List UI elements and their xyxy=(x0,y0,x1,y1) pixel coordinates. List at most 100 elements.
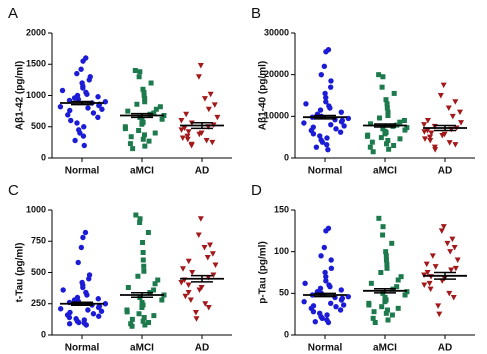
data-point xyxy=(178,127,185,133)
data-point xyxy=(95,304,102,311)
data-point xyxy=(376,215,382,221)
data-point xyxy=(436,311,443,318)
y-axis-label: Aβ1-40 (pg/ml) xyxy=(258,61,269,130)
panel-label: C xyxy=(8,182,19,199)
data-point xyxy=(204,255,211,261)
data-point xyxy=(210,272,217,278)
data-point xyxy=(211,102,218,108)
data-point xyxy=(440,82,447,89)
data-point xyxy=(81,142,87,149)
data-point xyxy=(385,138,391,143)
data-point xyxy=(449,113,456,120)
data-point xyxy=(152,281,158,287)
data-point xyxy=(99,106,105,112)
data-point xyxy=(452,99,459,105)
data-point xyxy=(327,84,334,90)
data-point xyxy=(370,149,376,155)
data-point xyxy=(324,312,330,318)
data-point xyxy=(317,133,323,139)
data-point xyxy=(102,301,109,307)
y-tick-label: 2000 xyxy=(26,27,46,37)
data-point xyxy=(140,86,146,92)
data-point xyxy=(328,265,335,272)
data-point xyxy=(81,124,87,130)
data-point xyxy=(181,125,188,131)
data-point xyxy=(132,68,138,73)
data-point xyxy=(379,304,385,310)
data-point xyxy=(206,242,213,248)
data-point xyxy=(376,115,382,121)
data-point xyxy=(140,257,146,263)
data-point xyxy=(319,139,326,145)
data-point xyxy=(313,144,320,150)
y-tick-label: 0 xyxy=(41,152,46,162)
data-point xyxy=(66,97,73,104)
data-point xyxy=(383,310,389,316)
data-point xyxy=(338,119,345,125)
y-tick-label: 1000 xyxy=(26,90,46,100)
x-tick-label: Normal xyxy=(65,343,100,354)
data-point xyxy=(317,107,324,113)
data-point xyxy=(427,134,434,141)
data-point xyxy=(95,114,101,121)
y-tick-label: 0 xyxy=(284,329,289,339)
data-point xyxy=(380,224,386,230)
x-tick-label: aMCI xyxy=(130,166,154,177)
y-tick-label: 750 xyxy=(31,236,46,246)
data-point xyxy=(333,303,339,310)
data-point xyxy=(76,319,82,326)
data-point xyxy=(57,104,64,110)
data-point xyxy=(178,280,185,286)
y-axis-label: t-Tau (pg/ml) xyxy=(15,243,26,303)
data-point xyxy=(327,105,333,111)
data-point xyxy=(445,105,452,111)
data-point xyxy=(141,93,147,98)
data-point xyxy=(382,299,388,305)
data-point xyxy=(193,316,200,322)
data-point xyxy=(96,313,102,319)
data-point xyxy=(209,251,216,257)
data-point xyxy=(302,280,308,287)
data-point xyxy=(96,102,102,109)
y-tick-label: 30000 xyxy=(264,27,289,37)
data-point xyxy=(379,84,385,90)
data-point xyxy=(136,128,142,133)
data-point xyxy=(80,234,86,241)
data-point xyxy=(140,250,146,255)
data-point xyxy=(310,131,317,137)
data-point xyxy=(129,323,135,329)
data-point xyxy=(140,318,146,324)
data-point xyxy=(146,138,152,144)
y-tick-label: 250 xyxy=(31,298,46,308)
panel-label: A xyxy=(8,5,18,22)
data-point xyxy=(159,116,165,122)
data-point xyxy=(325,319,332,326)
data-point xyxy=(323,94,329,101)
data-point xyxy=(192,310,199,316)
data-point xyxy=(319,315,325,322)
y-tick-label: 20000 xyxy=(264,69,289,79)
data-point xyxy=(325,146,331,153)
data-point xyxy=(446,290,453,297)
data-point xyxy=(382,131,388,137)
data-point xyxy=(75,259,81,266)
data-point xyxy=(378,270,384,275)
data-point xyxy=(75,96,82,102)
data-point xyxy=(303,101,309,107)
data-point xyxy=(124,309,130,315)
data-point xyxy=(83,322,89,328)
data-point xyxy=(301,298,307,305)
x-tick-label: AD xyxy=(195,343,209,354)
data-point xyxy=(67,107,73,114)
data-point xyxy=(86,77,92,83)
data-point xyxy=(139,305,145,310)
data-point xyxy=(321,244,328,251)
data-point xyxy=(456,109,463,116)
data-point xyxy=(378,135,384,141)
data-point xyxy=(380,232,386,238)
data-point xyxy=(322,90,328,97)
data-point xyxy=(214,114,221,121)
data-point xyxy=(385,113,391,118)
data-point xyxy=(95,94,101,100)
